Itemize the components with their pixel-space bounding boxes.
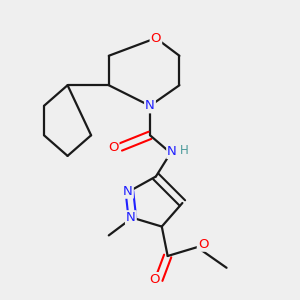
Text: O: O (151, 32, 161, 45)
Text: N: N (123, 185, 133, 198)
Text: H: H (180, 144, 189, 157)
Text: O: O (149, 273, 160, 286)
Text: O: O (108, 141, 119, 154)
Text: N: N (145, 99, 155, 112)
Text: O: O (198, 238, 208, 251)
Text: N: N (126, 211, 136, 224)
Text: N: N (167, 145, 177, 158)
